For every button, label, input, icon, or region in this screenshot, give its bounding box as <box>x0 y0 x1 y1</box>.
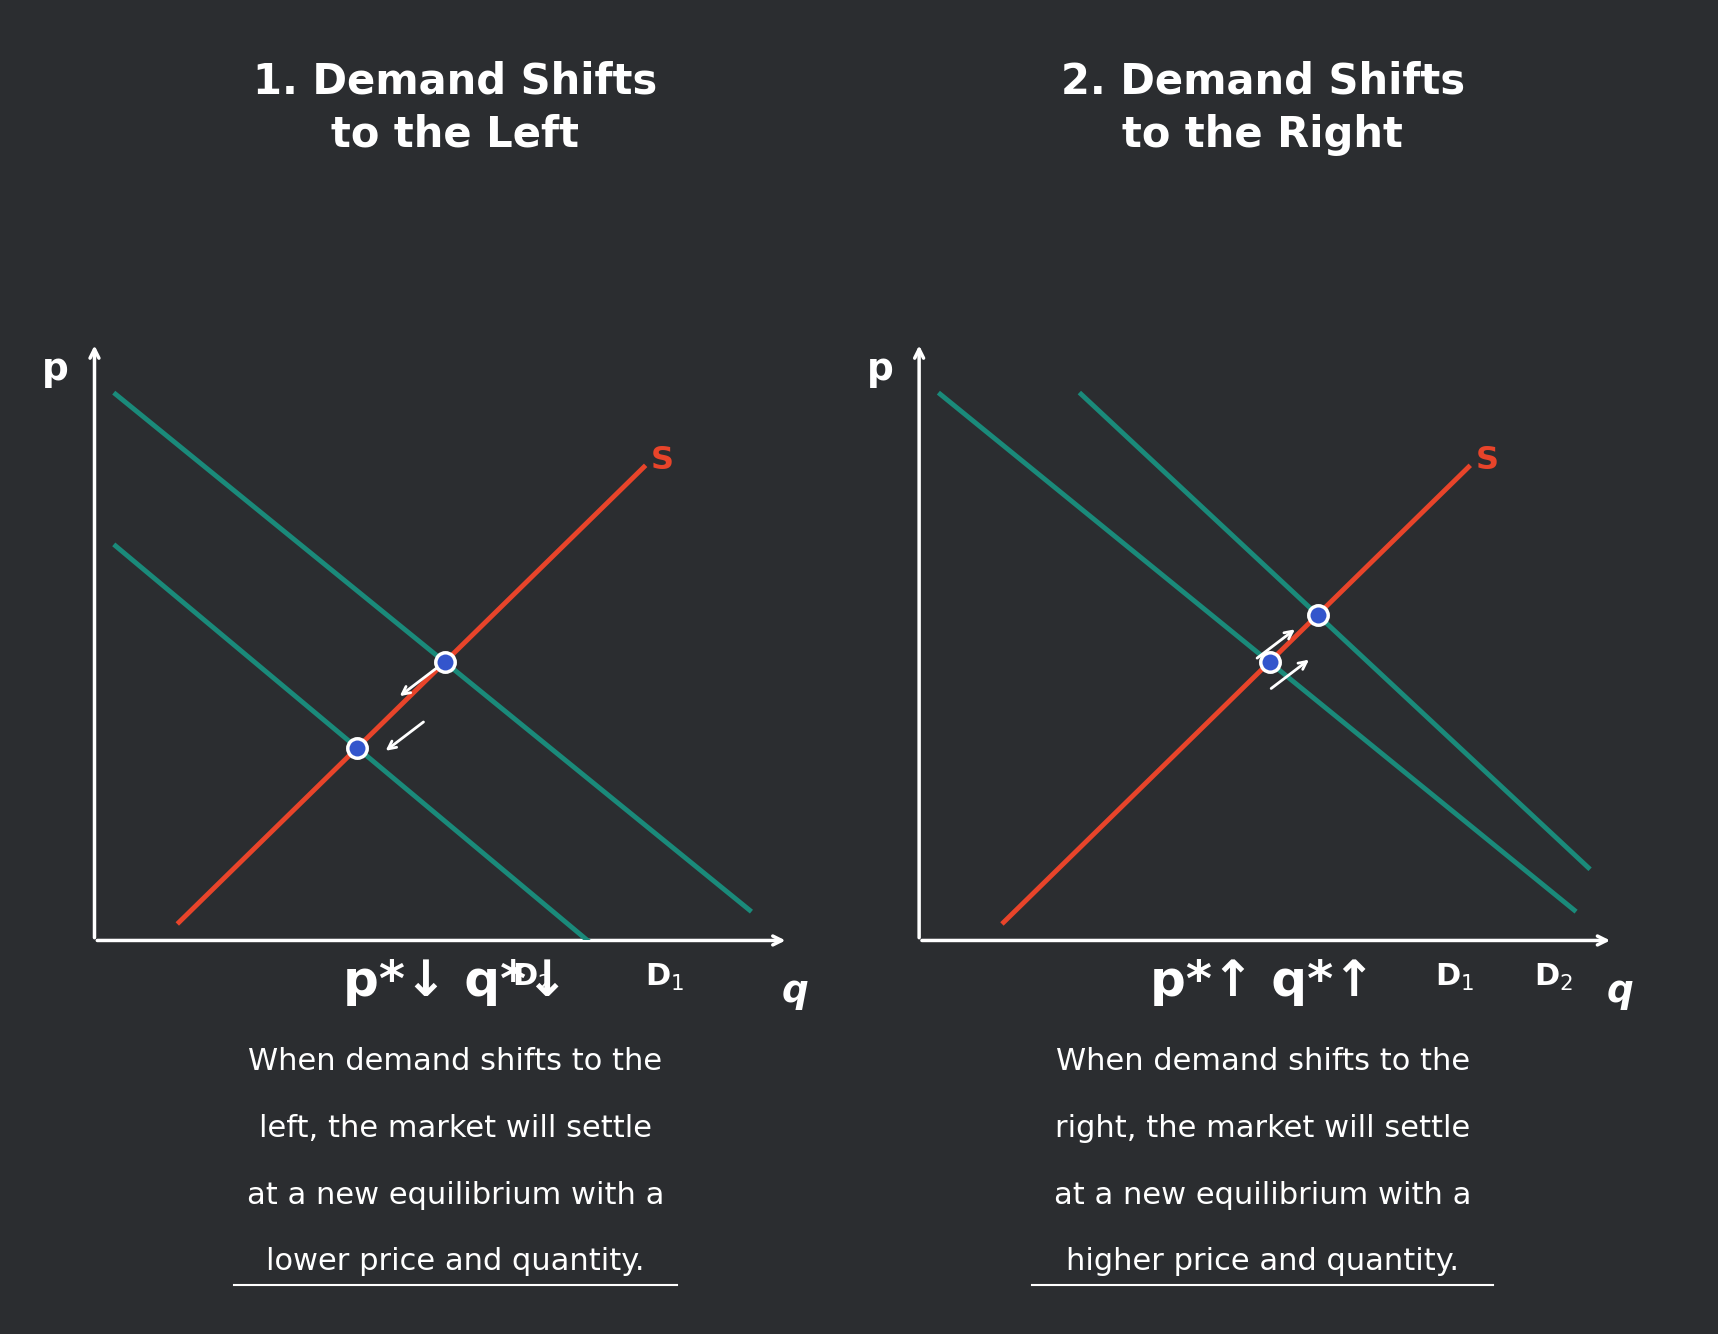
Text: S: S <box>651 446 673 476</box>
Text: lower price and quantity.: lower price and quantity. <box>266 1247 644 1277</box>
Text: right, the market will settle: right, the market will settle <box>1055 1114 1471 1143</box>
Text: D$_2$: D$_2$ <box>1534 962 1572 992</box>
Text: p*↓ q*↓: p*↓ q*↓ <box>342 958 569 1006</box>
Text: q: q <box>782 974 809 1010</box>
Text: left, the market will settle: left, the market will settle <box>259 1114 651 1143</box>
Text: When demand shifts to the: When demand shifts to the <box>1055 1047 1471 1077</box>
Text: D$_1$: D$_1$ <box>646 962 685 992</box>
Text: p: p <box>43 352 69 388</box>
Text: 2. Demand Shifts
to the Right: 2. Demand Shifts to the Right <box>1060 60 1465 156</box>
Text: q: q <box>1606 974 1634 1010</box>
Text: at a new equilibrium with a: at a new equilibrium with a <box>247 1181 663 1210</box>
Text: D$_2$: D$_2$ <box>512 962 551 992</box>
Text: 1. Demand Shifts
to the Left: 1. Demand Shifts to the Left <box>253 60 658 156</box>
Text: S: S <box>1476 446 1498 476</box>
Text: p: p <box>868 352 893 388</box>
Text: When demand shifts to the: When demand shifts to the <box>247 1047 663 1077</box>
Text: higher price and quantity.: higher price and quantity. <box>1067 1247 1459 1277</box>
Text: D$_1$: D$_1$ <box>1435 962 1474 992</box>
Text: at a new equilibrium with a: at a new equilibrium with a <box>1055 1181 1471 1210</box>
Text: p*↑ q*↑: p*↑ q*↑ <box>1149 958 1376 1006</box>
